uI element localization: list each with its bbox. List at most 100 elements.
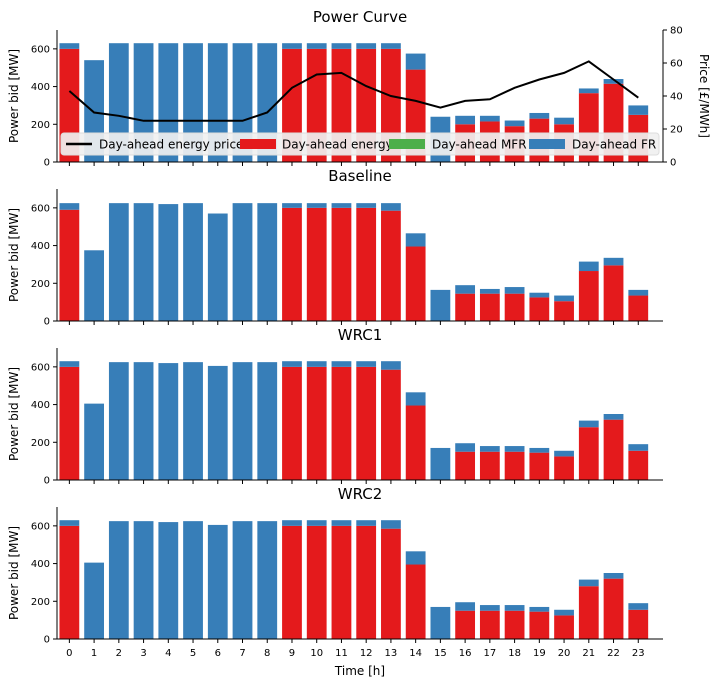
x-tick-label: 1 <box>91 648 97 659</box>
y-axis-label: Power bid [MW] <box>7 208 21 302</box>
bar-fr-1 <box>84 403 104 480</box>
bar-fr-22 <box>603 573 624 579</box>
bar-energy-9 <box>282 366 302 480</box>
y-tick-label: 400 <box>31 241 50 252</box>
secondary-y-tick-label: 40 <box>670 92 683 103</box>
bar-fr-18 <box>504 605 525 611</box>
x-tick-label: 15 <box>434 648 447 659</box>
y-tick-label: 0 <box>44 476 50 487</box>
bar-fr-9 <box>282 520 302 526</box>
bar-fr-3 <box>133 43 154 163</box>
bar-fr-15 <box>430 606 451 639</box>
bar-energy-19 <box>529 611 550 639</box>
bar-fr-11 <box>331 520 352 526</box>
y-tick-label: 600 <box>31 521 50 532</box>
bar-fr-20 <box>554 117 574 125</box>
legend-entry: Day-ahead energy price <box>99 138 243 152</box>
bar-fr-2 <box>108 43 129 163</box>
legend: Day-ahead energy price Day-ahead energy Da… <box>60 132 660 156</box>
bar-fr-5 <box>183 203 203 321</box>
bar-fr-23 <box>628 603 649 610</box>
bar-energy-11 <box>331 525 352 639</box>
bar-fr-10 <box>306 520 327 526</box>
x-tick-label: 5 <box>190 648 196 659</box>
legend-swatch-2 <box>389 139 425 149</box>
bar-fr-20 <box>554 450 574 457</box>
bar-energy-17 <box>479 293 500 321</box>
x-tick-label: 17 <box>483 648 496 659</box>
bar-energy-13 <box>381 369 401 480</box>
y-tick-label: 200 <box>31 597 50 608</box>
price-line <box>68 60 639 122</box>
bar-energy-0 <box>59 525 80 639</box>
x-tick-label: 0 <box>66 648 72 659</box>
bar-energy-14 <box>405 246 426 321</box>
bar-fr-15 <box>430 447 451 480</box>
bar-energy-0 <box>59 209 80 321</box>
bar-fr-7 <box>232 362 253 480</box>
x-tick-label: 19 <box>533 648 546 659</box>
x-tick-label: 8 <box>264 648 270 659</box>
bar-energy-9 <box>282 207 302 321</box>
bar-fr-6 <box>207 43 228 163</box>
bar-fr-22 <box>603 79 624 84</box>
bar-energy-19 <box>529 452 550 480</box>
bar-fr-0 <box>59 43 80 49</box>
bar-fr-10 <box>306 203 327 208</box>
bar-energy-13 <box>381 210 401 321</box>
y-axis-label: Power bid [MW] <box>7 526 21 620</box>
bar-fr-8 <box>257 362 278 480</box>
y-tick-label: 600 <box>31 362 50 373</box>
bar-energy-21 <box>578 427 599 480</box>
y-tick-label: 600 <box>31 44 50 55</box>
x-tick-label: 22 <box>607 648 620 659</box>
bar-energy-0 <box>59 366 80 480</box>
bar-fr-23 <box>628 444 649 451</box>
bar-energy-22 <box>603 265 624 321</box>
bar-fr-12 <box>356 520 377 526</box>
bar-energy-10 <box>306 366 327 480</box>
secondary-y-axis-label: Price [£/MWh] <box>697 54 711 138</box>
bar-fr-7 <box>232 203 253 321</box>
bar-energy-11 <box>331 207 352 321</box>
bar-fr-16 <box>455 115 476 125</box>
bar-energy-21 <box>578 271 599 321</box>
bar-fr-8 <box>257 521 278 639</box>
bar-fr-1 <box>84 250 104 321</box>
chart-title: WRC1 <box>338 326 383 344</box>
bar-fr-21 <box>578 88 599 94</box>
bar-fr-2 <box>108 203 129 321</box>
bar-fr-4 <box>158 522 179 639</box>
bar-fr-17 <box>479 446 500 452</box>
bar-fr-3 <box>133 362 154 480</box>
bar-fr-6 <box>207 213 228 321</box>
y-tick-label: 400 <box>31 82 50 93</box>
bar-energy-13 <box>381 528 401 639</box>
y-axis-label: Power bid [MW] <box>7 49 21 143</box>
legend-swatch-1 <box>240 139 276 149</box>
bar-fr-17 <box>479 605 500 611</box>
x-tick-label: 11 <box>335 648 348 659</box>
secondary-y-tick-label: 80 <box>670 26 683 37</box>
bar-fr-17 <box>479 115 500 122</box>
bar-fr-12 <box>356 203 377 208</box>
y-tick-label: 0 <box>44 317 50 328</box>
bar-fr-1 <box>84 562 104 639</box>
bar-fr-13 <box>381 203 401 211</box>
bar-fr-2 <box>108 521 129 639</box>
bar-fr-7 <box>232 43 253 163</box>
bar-energy-11 <box>331 366 352 480</box>
bar-fr-13 <box>381 361 401 370</box>
bar-fr-13 <box>381 520 401 529</box>
bar-fr-10 <box>306 361 327 367</box>
y-tick-label: 200 <box>31 438 50 449</box>
y-axis-label: Power bid [MW] <box>7 367 21 461</box>
bar-fr-21 <box>578 420 599 428</box>
bar-fr-11 <box>331 203 352 208</box>
bar-energy-17 <box>479 610 500 639</box>
bar-fr-10 <box>306 43 327 49</box>
bar-fr-22 <box>603 257 624 266</box>
bar-fr-19 <box>529 112 550 119</box>
